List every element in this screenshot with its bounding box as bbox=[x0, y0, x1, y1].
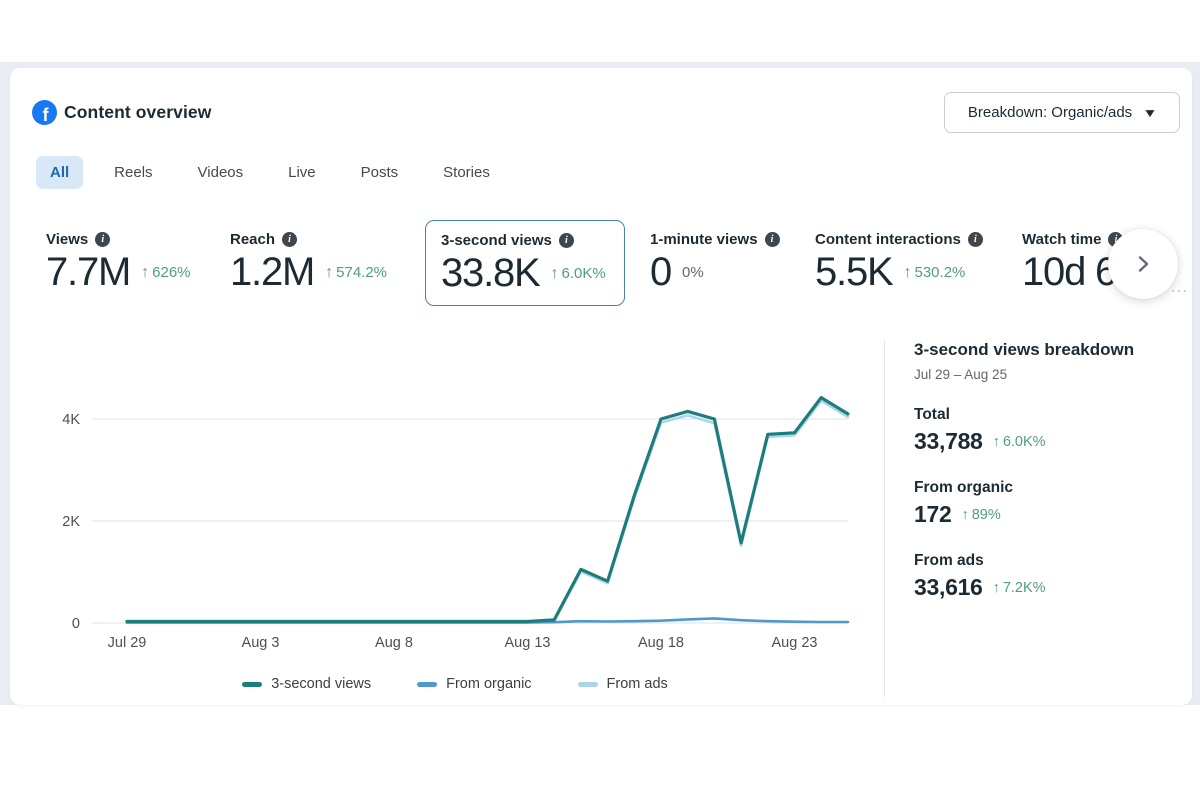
legend-swatch-icon bbox=[417, 681, 438, 687]
x-axis-tick-label: Aug 18 bbox=[638, 635, 684, 651]
tab-posts[interactable]: Posts bbox=[360, 164, 399, 181]
metric-delta: ↑ 574.2% bbox=[325, 263, 388, 282]
y-axis-tick-label: 4K bbox=[62, 412, 80, 428]
metric-value: 7.7M bbox=[46, 250, 131, 294]
breakdown-row-label: Total bbox=[914, 406, 950, 423]
metric-value: 33.8K bbox=[441, 251, 541, 295]
metric-label: 3-second views bbox=[441, 232, 552, 249]
metric-delta: 0% bbox=[682, 264, 704, 281]
legend-label: From organic bbox=[446, 676, 532, 692]
breakdown-row-label: From organic bbox=[914, 479, 1014, 496]
tab-live[interactable]: Live bbox=[288, 164, 316, 181]
metric-label: Content interactions bbox=[815, 231, 961, 248]
legend-item-from-organic[interactable]: From organic bbox=[417, 676, 532, 692]
tab-all[interactable]: All bbox=[36, 156, 84, 189]
metric-label: 1-minute views bbox=[650, 231, 758, 248]
metric-value: 0 bbox=[650, 250, 672, 294]
metric-label: Watch time bbox=[1022, 231, 1102, 248]
y-axis-tick-label: 0 bbox=[72, 616, 80, 632]
legend-swatch-icon bbox=[242, 681, 263, 687]
facebook-logo-icon: f bbox=[32, 100, 57, 125]
legend-item-3-second-views[interactable]: 3-second views bbox=[242, 676, 371, 692]
tab-stories[interactable]: Stories bbox=[443, 164, 490, 181]
legend-label: From ads bbox=[606, 676, 668, 692]
line-chart: 0 2K 4K Jul 29 Aug 3 Aug 8 Aug 13 Aug 18 Aug 23 bbox=[62, 396, 850, 651]
x-axis-tick-label: Aug 23 bbox=[772, 635, 818, 651]
legend-item-from-ads[interactable]: From ads bbox=[577, 676, 668, 692]
arrow-up-icon: ↑ bbox=[961, 506, 969, 523]
metric-label: Views bbox=[46, 231, 89, 248]
metric-card-content-interactions[interactable]: Content interactions i 5.5K ↑ 530.2% bbox=[815, 231, 983, 295]
breakdown-row-value: 172 ↑ 89% bbox=[914, 501, 1001, 527]
series-line-3-second-views bbox=[125, 396, 850, 624]
info-icon[interactable]: i bbox=[764, 232, 780, 247]
breakdown-row-delta: ↑ 89% bbox=[961, 506, 1001, 523]
arrow-up-icon: ↑ bbox=[903, 263, 912, 281]
breakdown-row-value: 33,616 ↑ 7.2K% bbox=[914, 574, 1046, 600]
legend-label: 3-second views bbox=[271, 676, 372, 692]
y-axis-tick-label: 2K bbox=[62, 514, 80, 530]
x-axis-tick-label: Aug 3 bbox=[242, 635, 280, 651]
breakdown-dropdown[interactable]: Breakdown: Organic/ads ▼ bbox=[944, 92, 1180, 133]
content-overview-card: f Content overview Breakdown: Organic/ad… bbox=[10, 68, 1192, 705]
chevron-right-icon bbox=[1138, 256, 1149, 272]
metrics-next-button[interactable] bbox=[1108, 229, 1178, 299]
x-axis-tick-label: Jul 29 bbox=[108, 635, 147, 651]
series-line-from-ads bbox=[125, 399, 850, 624]
info-icon[interactable]: i bbox=[967, 232, 983, 247]
x-axis-tick-label: Aug 8 bbox=[375, 635, 413, 651]
metric-value: 1.2M bbox=[230, 250, 315, 294]
arrow-up-icon: ↑ bbox=[992, 579, 1000, 596]
metric-label: Reach bbox=[230, 231, 276, 248]
content-tabs: All Reels Videos Live Posts Stories bbox=[36, 156, 504, 189]
arrow-up-icon: ↑ bbox=[325, 263, 334, 281]
breakdown-panel: 3-second views breakdown Jul 29 – Aug 25… bbox=[914, 340, 1186, 601]
legend-swatch-icon bbox=[577, 681, 598, 687]
metric-delta: ↑ 626% bbox=[141, 263, 191, 282]
breakdown-panel-title: 3-second views breakdown bbox=[914, 340, 1135, 359]
card-header: f Content overview Breakdown: Organic/ad… bbox=[10, 68, 1192, 138]
metric-card-views[interactable]: Views i 7.7M ↑ 626% bbox=[46, 231, 191, 295]
metric-card-three-second-views[interactable]: 3-second views i 33.8K ↑ 6.0K% bbox=[425, 220, 625, 306]
breakdown-row-value: 33,788 ↑ 6.0K% bbox=[914, 428, 1046, 454]
vertical-divider bbox=[884, 340, 885, 697]
metric-delta: ↑ 6.0K% bbox=[550, 264, 606, 283]
breakdown-row-label: From ads bbox=[914, 552, 984, 569]
watch-time-truncation-dots: … bbox=[1170, 276, 1190, 296]
breakdown-date-range: Jul 29 – Aug 25 bbox=[914, 367, 1008, 382]
arrow-up-icon: ↑ bbox=[550, 264, 559, 282]
chevron-down-icon: ▼ bbox=[1142, 105, 1158, 120]
arrow-up-icon: ↑ bbox=[141, 263, 150, 281]
breakdown-row-delta: ↑ 6.0K% bbox=[992, 433, 1046, 450]
info-icon[interactable]: i bbox=[95, 232, 111, 247]
info-icon[interactable]: i bbox=[282, 232, 298, 247]
breakdown-dropdown-label: Breakdown: Organic/ads bbox=[967, 104, 1133, 121]
x-axis-tick-label: Aug 13 bbox=[505, 635, 551, 651]
metric-delta: ↑ 530.2% bbox=[903, 263, 966, 282]
metric-card-reach[interactable]: Reach i 1.2M ↑ 574.2% bbox=[230, 231, 387, 295]
tab-reels[interactable]: Reels bbox=[114, 164, 153, 181]
chart-legend: 3-second views From organic From ads bbox=[40, 676, 870, 692]
page-title: Content overview bbox=[64, 102, 212, 122]
info-icon[interactable]: i bbox=[558, 233, 574, 248]
arrow-up-icon: ↑ bbox=[992, 433, 1000, 450]
breakdown-rows: Total 33,788 ↑ 6.0K% From organic 172 ↑ 89% From… bbox=[914, 406, 1186, 601]
metric-value: 5.5K bbox=[815, 250, 894, 294]
breakdown-row-delta: ↑ 7.2K% bbox=[992, 579, 1046, 596]
tab-videos[interactable]: Videos bbox=[197, 164, 244, 181]
metric-card-one-minute-views[interactable]: 1-minute views i 0 0% bbox=[650, 231, 780, 295]
